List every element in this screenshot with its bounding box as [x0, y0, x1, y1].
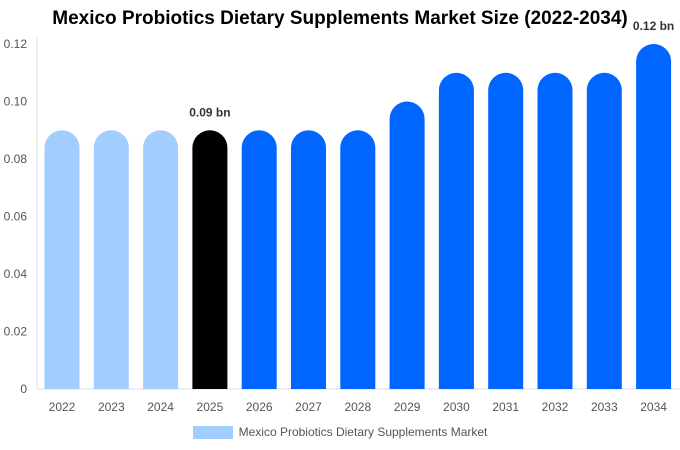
bar-2033[interactable] — [586, 72, 622, 390]
bar-2026[interactable] — [241, 130, 277, 389]
data-label-2034: 0.12 bn — [633, 19, 674, 33]
bar-2030[interactable] — [438, 72, 474, 390]
x-tick-label: 2022 — [49, 400, 76, 414]
bar-2024[interactable] — [143, 130, 179, 389]
x-tick-label: 2032 — [542, 400, 569, 414]
legend-label: Mexico Probiotics Dietary Supplements Ma… — [238, 425, 488, 439]
y-tick-label: 0 — [20, 382, 27, 396]
chart-title: Mexico Probiotics Dietary Supplements Ma… — [52, 8, 628, 29]
x-tick-label: 2031 — [492, 400, 519, 414]
bar-2031[interactable] — [488, 72, 524, 390]
bar-2027[interactable] — [291, 130, 326, 389]
y-tick-label: 0.06 — [4, 210, 28, 224]
x-tick-label: 2027 — [295, 400, 322, 414]
y-tick-label: 0.04 — [4, 267, 28, 281]
bar-2022[interactable] — [44, 130, 80, 389]
bar-2034[interactable] — [636, 44, 672, 389]
x-tick-label: 2024 — [147, 400, 174, 414]
bar-2029[interactable] — [389, 101, 425, 390]
legend[interactable]: Mexico Probiotics Dietary Supplements Ma… — [0, 425, 680, 439]
y-tick-label: 0.10 — [4, 95, 28, 109]
bar-2023[interactable] — [93, 130, 129, 389]
x-tick-label: 2028 — [344, 400, 371, 414]
x-tick-label: 2030 — [443, 400, 470, 414]
data-label-2025: 0.09 bn — [189, 105, 230, 119]
bar-2032[interactable] — [537, 72, 573, 390]
x-tick-label: 2034 — [640, 400, 667, 414]
bar-2025[interactable] — [192, 130, 228, 389]
x-tick-label: 2023 — [98, 400, 125, 414]
x-tick-label: 2029 — [394, 400, 421, 414]
x-tick-label: 2033 — [591, 400, 618, 414]
x-tick-label: 2025 — [197, 400, 224, 414]
y-tick-label: 0.08 — [4, 152, 28, 166]
legend-swatch — [192, 425, 233, 439]
bar-2028[interactable] — [340, 130, 376, 389]
y-tick-label: 0.12 — [4, 37, 28, 51]
y-tick-label: 0.02 — [4, 325, 28, 339]
x-tick-label: 2026 — [246, 400, 273, 414]
